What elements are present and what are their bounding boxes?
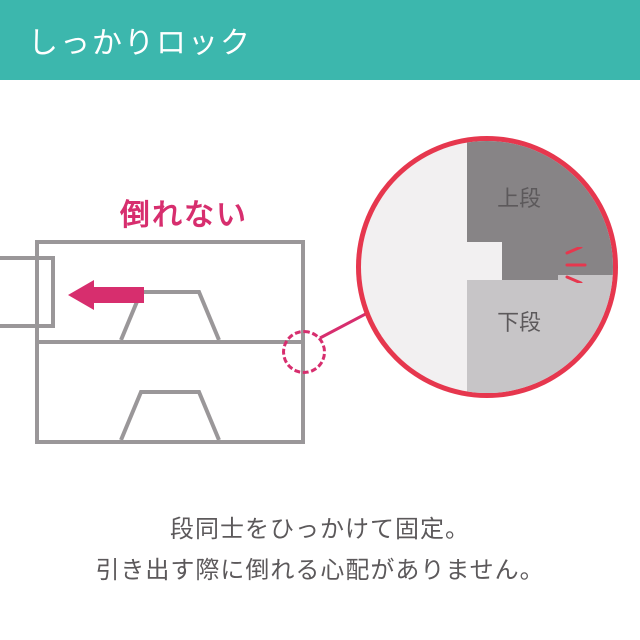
header-title: しっかりロック — [28, 27, 252, 60]
caption-line-2: 引き出す際に倒れる心配がありません。 — [20, 551, 620, 592]
caption-line-1: 段同士をひっかけて固定。 — [20, 510, 620, 551]
handle-icon — [115, 388, 225, 440]
does-not-fall-label: 倒れない — [120, 190, 248, 234]
detail-inner: 上段 下段 — [361, 141, 613, 393]
joint-marker-circle — [282, 330, 326, 374]
detail-label-upper: 上段 — [497, 181, 541, 213]
detail-lock-tab — [502, 242, 557, 280]
header: しっかりロック — [0, 0, 640, 80]
diagram-canvas: 倒れない 上段 下段 — [0, 80, 640, 510]
arrow-left-icon — [68, 280, 144, 310]
cabinet-outline — [35, 240, 305, 444]
cabinet-lower-section — [39, 344, 301, 444]
detail-label-lower: 下段 — [497, 305, 541, 337]
detail-magnifier: 上段 下段 — [356, 136, 618, 398]
lock-spark-icon — [563, 247, 593, 283]
caption: 段同士をひっかけて固定。 引き出す際に倒れる心配がありません。 — [0, 510, 640, 612]
